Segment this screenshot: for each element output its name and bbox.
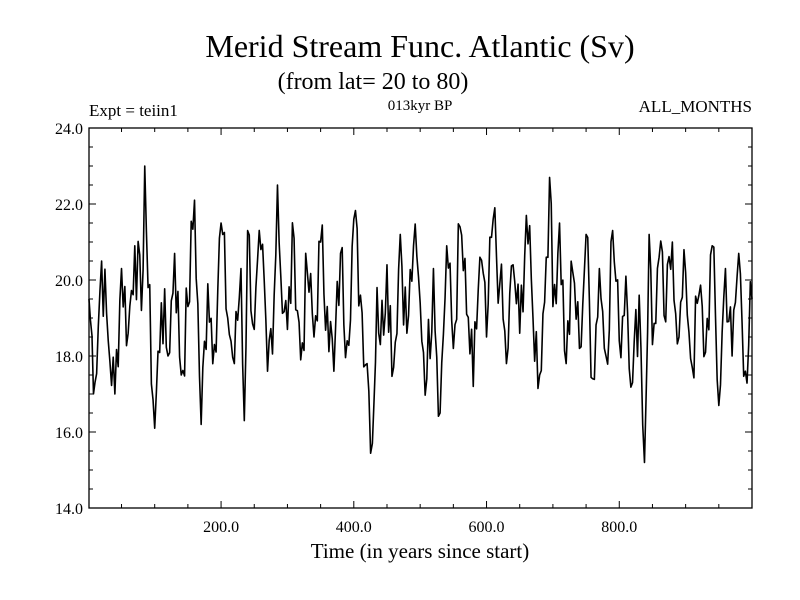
y-tick-label: 16.0	[55, 425, 83, 442]
y-tick-label: 20.0	[55, 273, 83, 290]
period-label: 013kyr BP	[388, 98, 453, 114]
plot-area: 200.0 400.0 600.0 800.0 14.0 16.0 18.0 20.0 22.0…	[55, 121, 753, 536]
x-axis-label: Time (in years since start)	[311, 539, 530, 563]
months-label: ALL_MONTHS	[639, 97, 752, 116]
y-tick-label: 24.0	[55, 121, 83, 138]
y-tick-label: 14.0	[55, 501, 83, 518]
chart-subtitle: (from lat= 20 to 80)	[278, 69, 469, 95]
experiment-label: Expt = teiin1	[89, 101, 178, 120]
x-tick-label: 400.0	[336, 519, 372, 536]
series-line	[88, 165, 753, 464]
chart-title: Merid Stream Func. Atlantic (Sv)	[205, 28, 634, 64]
x-tick-label: 800.0	[601, 519, 637, 536]
y-tick-label: 22.0	[55, 197, 83, 214]
y-tick-label: 18.0	[55, 349, 83, 366]
x-tick-label: 200.0	[203, 519, 239, 536]
x-tick-label: 600.0	[469, 519, 505, 536]
